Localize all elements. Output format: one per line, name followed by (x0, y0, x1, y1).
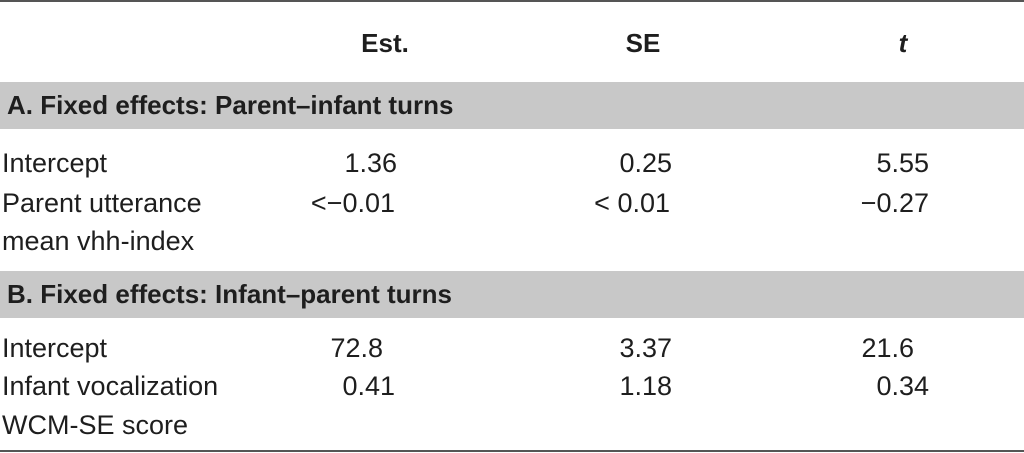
row-label-line2: mean vhh-index (2, 226, 195, 256)
row-est: 72.8 (330, 333, 383, 363)
section-b-title: B. Fixed effects: Infant–parent turns (7, 279, 452, 309)
top-rule (0, 0, 1024, 2)
row-label: Intercept (2, 148, 108, 178)
header-est: Est. (361, 28, 409, 58)
row-se: 1.18 (619, 371, 672, 401)
bottom-rule (0, 450, 1024, 452)
row-t: −0.27 (860, 188, 929, 218)
row-est: 1.36 (344, 148, 397, 178)
header-se: SE (625, 28, 661, 58)
row-se: 3.37 (619, 333, 672, 363)
section-a-header: A. Fixed effects: Parent–infant turns (0, 82, 1024, 129)
row-label-line2: WCM-SE score (2, 410, 189, 440)
row-t: 0.34 (876, 371, 929, 401)
row-t: 21.6 (861, 333, 914, 363)
row-se: 0.25 (619, 148, 672, 178)
row-se: < 0.01 (594, 188, 670, 218)
row-label-line1: Parent utterance (2, 188, 202, 218)
row-label-line1: Infant vocalization (2, 371, 219, 401)
row-t: 5.55 (876, 148, 929, 178)
header-t: t (898, 28, 908, 58)
row-label: Intercept (2, 333, 108, 363)
section-a-title: A. Fixed effects: Parent–infant turns (7, 90, 454, 120)
row-est: 0.41 (342, 371, 395, 401)
section-b-header: B. Fixed effects: Infant–parent turns (0, 271, 1024, 318)
row-est: <−0.01 (310, 188, 395, 218)
